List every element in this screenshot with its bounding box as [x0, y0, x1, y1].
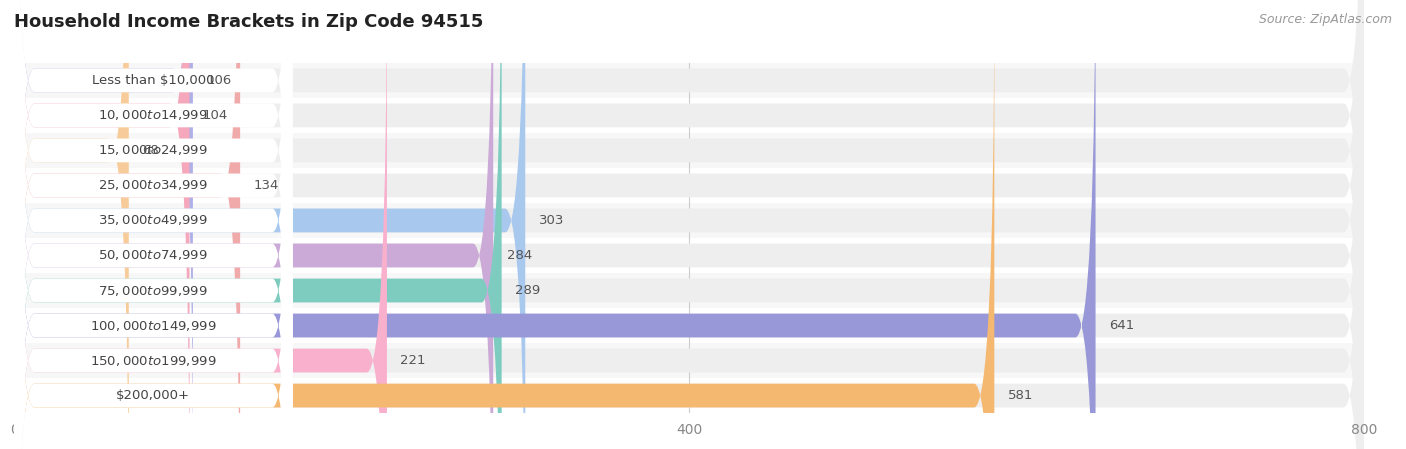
FancyBboxPatch shape	[14, 0, 1364, 449]
FancyBboxPatch shape	[14, 133, 1364, 168]
Text: $50,000 to $74,999: $50,000 to $74,999	[98, 248, 208, 263]
FancyBboxPatch shape	[14, 203, 1364, 238]
Text: 106: 106	[207, 74, 232, 87]
Text: $35,000 to $49,999: $35,000 to $49,999	[98, 213, 208, 228]
FancyBboxPatch shape	[14, 0, 1364, 449]
Text: Source: ZipAtlas.com: Source: ZipAtlas.com	[1258, 13, 1392, 26]
FancyBboxPatch shape	[14, 0, 1364, 449]
Text: 221: 221	[401, 354, 426, 367]
FancyBboxPatch shape	[14, 0, 292, 449]
Text: $200,000+: $200,000+	[117, 389, 190, 402]
FancyBboxPatch shape	[14, 0, 292, 449]
Text: 581: 581	[1008, 389, 1033, 402]
FancyBboxPatch shape	[14, 168, 1364, 203]
Text: Less than $10,000: Less than $10,000	[91, 74, 215, 87]
FancyBboxPatch shape	[14, 0, 994, 449]
FancyBboxPatch shape	[14, 0, 129, 449]
FancyBboxPatch shape	[14, 0, 1095, 449]
Text: 303: 303	[538, 214, 564, 227]
Text: $100,000 to $149,999: $100,000 to $149,999	[90, 318, 217, 333]
FancyBboxPatch shape	[14, 0, 494, 449]
FancyBboxPatch shape	[14, 0, 1364, 449]
FancyBboxPatch shape	[14, 0, 292, 449]
FancyBboxPatch shape	[14, 0, 292, 449]
Text: $10,000 to $14,999: $10,000 to $14,999	[98, 108, 208, 123]
FancyBboxPatch shape	[14, 0, 292, 449]
FancyBboxPatch shape	[14, 0, 292, 449]
FancyBboxPatch shape	[14, 63, 1364, 98]
Text: 104: 104	[202, 109, 228, 122]
Text: 641: 641	[1109, 319, 1135, 332]
Text: 284: 284	[506, 249, 531, 262]
FancyBboxPatch shape	[14, 0, 190, 449]
Text: $150,000 to $199,999: $150,000 to $199,999	[90, 353, 217, 368]
Text: $75,000 to $99,999: $75,000 to $99,999	[98, 283, 208, 298]
FancyBboxPatch shape	[14, 0, 1364, 449]
Text: 134: 134	[253, 179, 278, 192]
FancyBboxPatch shape	[14, 0, 387, 449]
FancyBboxPatch shape	[14, 0, 292, 449]
Text: 68: 68	[142, 144, 159, 157]
FancyBboxPatch shape	[14, 238, 1364, 273]
FancyBboxPatch shape	[14, 0, 1364, 449]
FancyBboxPatch shape	[14, 0, 292, 449]
Text: 289: 289	[515, 284, 540, 297]
FancyBboxPatch shape	[14, 0, 1364, 449]
FancyBboxPatch shape	[14, 0, 193, 449]
FancyBboxPatch shape	[14, 0, 1364, 449]
FancyBboxPatch shape	[14, 0, 502, 449]
FancyBboxPatch shape	[14, 273, 1364, 308]
Text: $15,000 to $24,999: $15,000 to $24,999	[98, 143, 208, 158]
FancyBboxPatch shape	[14, 308, 1364, 343]
FancyBboxPatch shape	[14, 378, 1364, 413]
FancyBboxPatch shape	[14, 0, 292, 449]
Text: $25,000 to $34,999: $25,000 to $34,999	[98, 178, 208, 193]
FancyBboxPatch shape	[14, 98, 1364, 133]
FancyBboxPatch shape	[14, 0, 1364, 449]
FancyBboxPatch shape	[14, 0, 292, 449]
FancyBboxPatch shape	[14, 0, 240, 449]
FancyBboxPatch shape	[14, 0, 1364, 449]
FancyBboxPatch shape	[14, 343, 1364, 378]
Text: Household Income Brackets in Zip Code 94515: Household Income Brackets in Zip Code 94…	[14, 13, 484, 31]
FancyBboxPatch shape	[14, 0, 526, 449]
